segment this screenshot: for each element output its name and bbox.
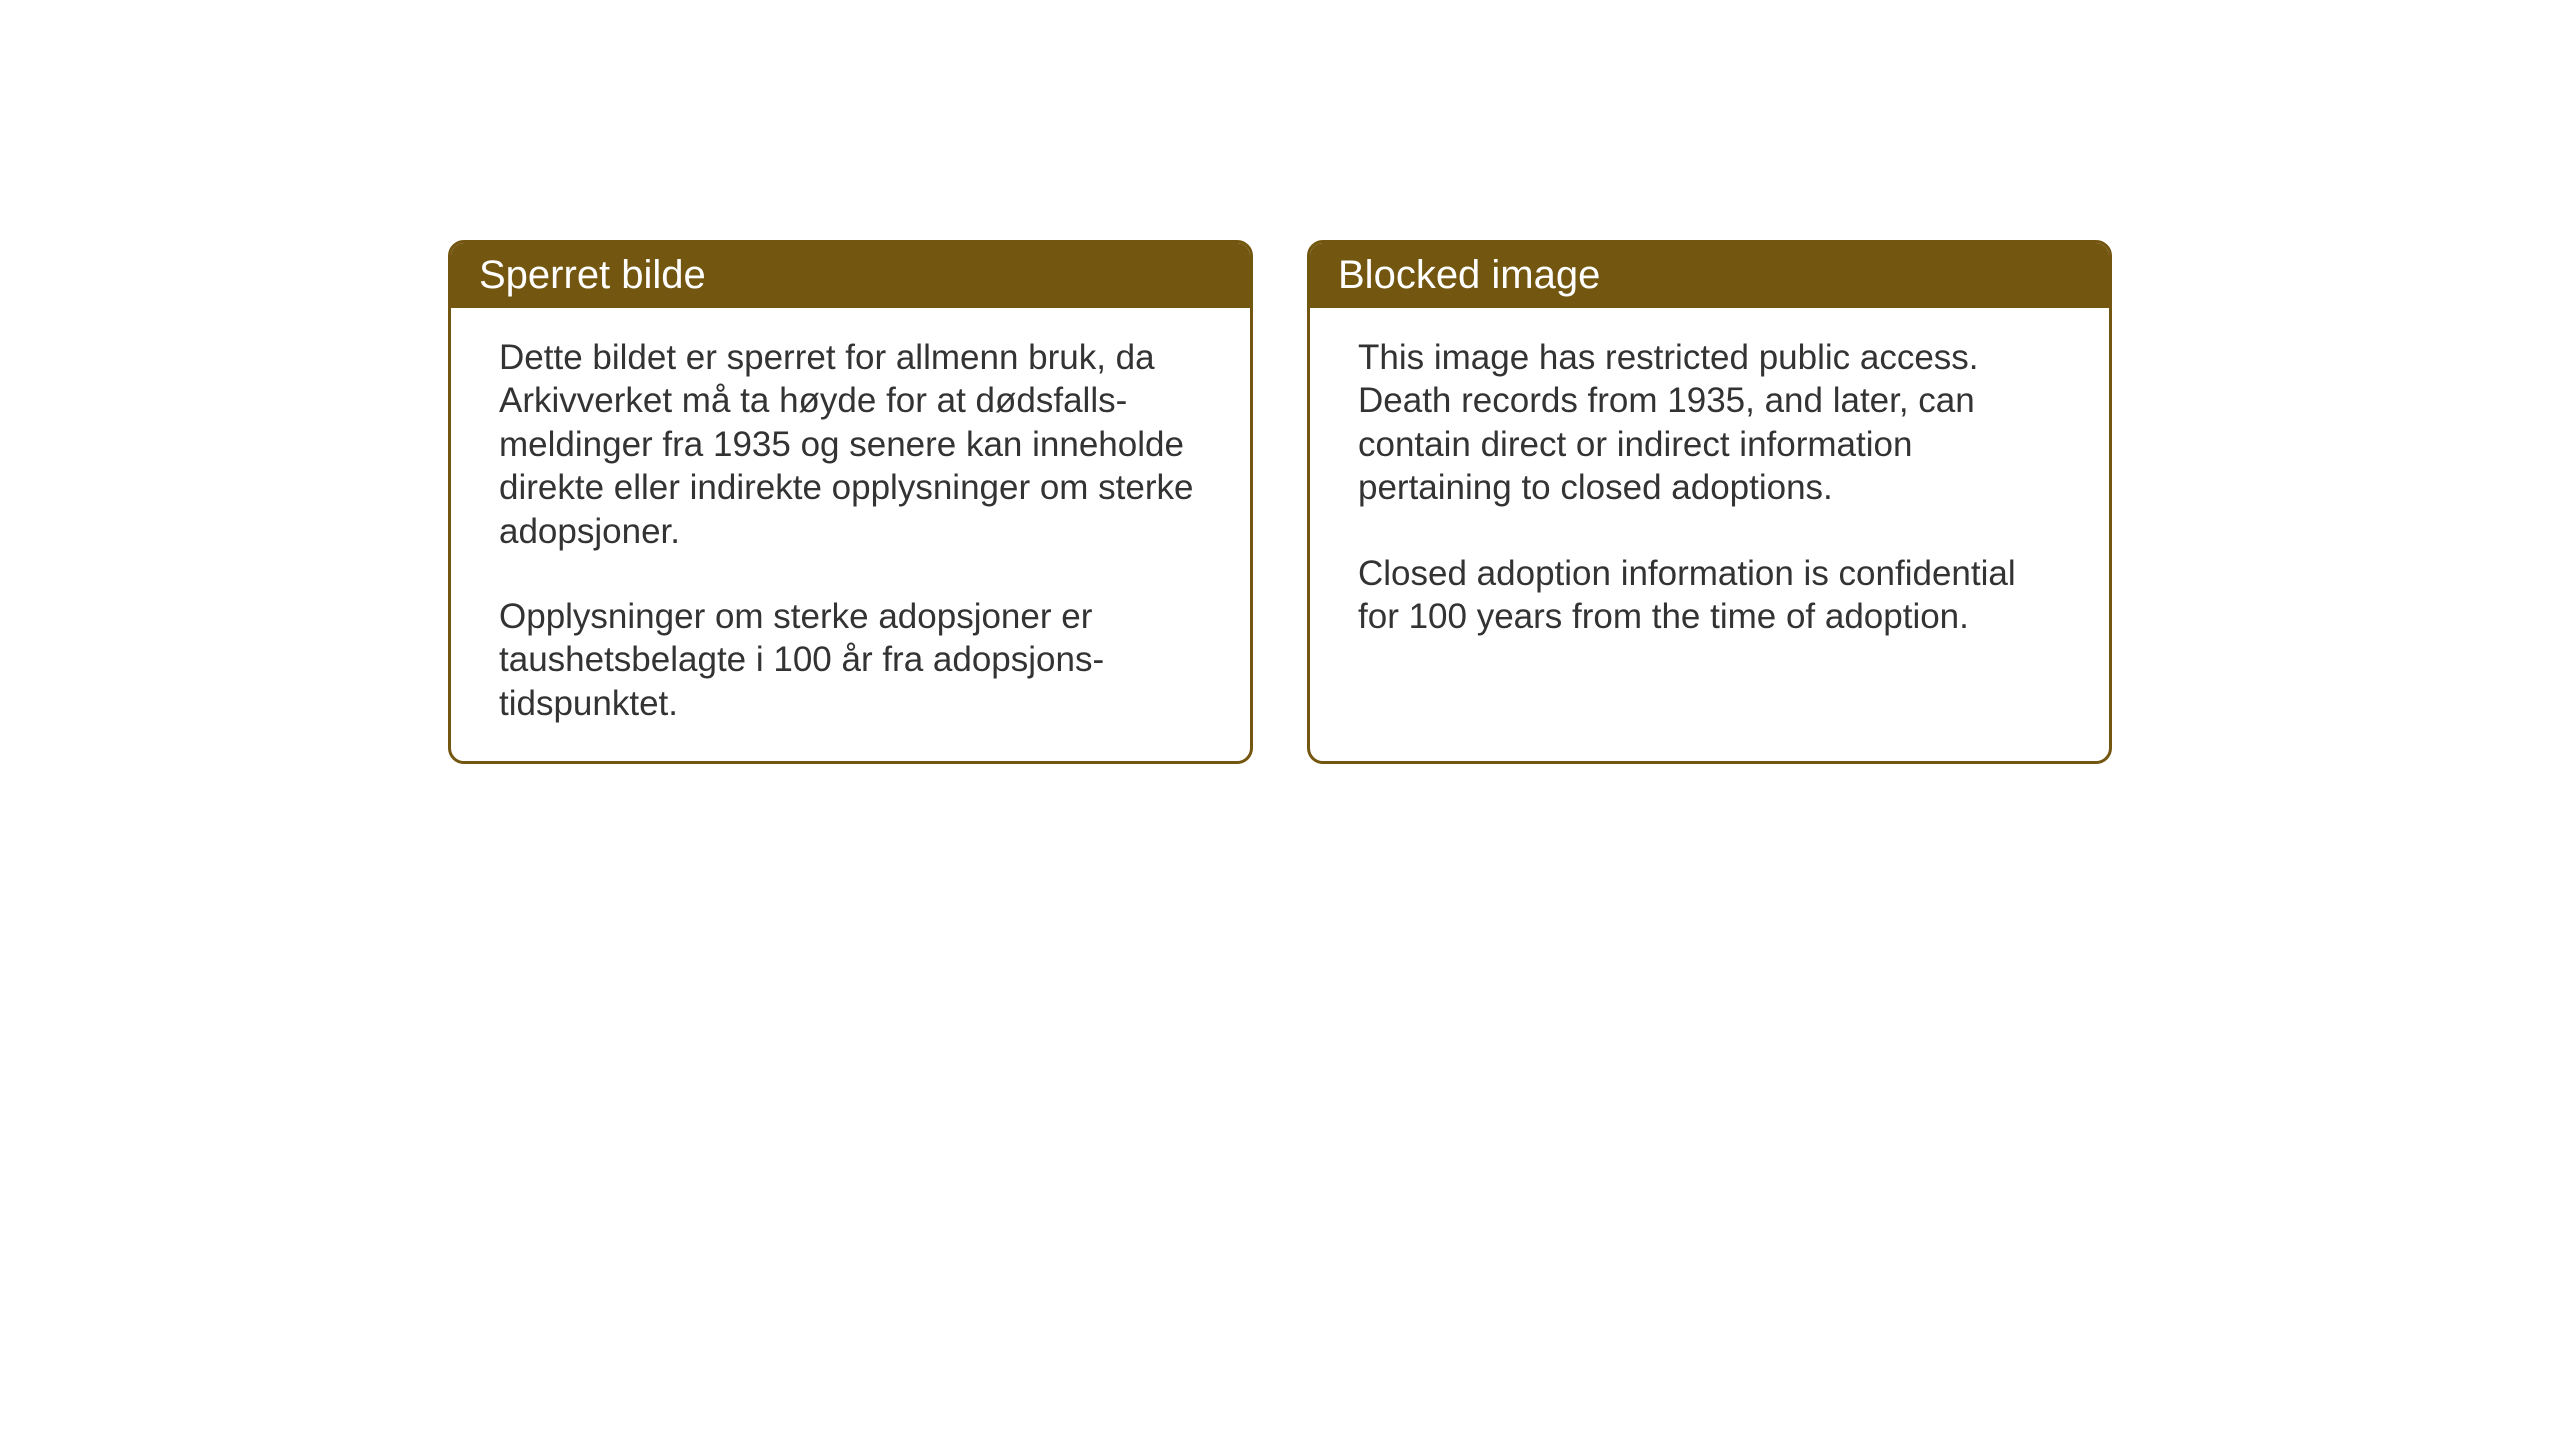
norwegian-paragraph-1: Dette bildet er sperret for allmenn bruk… xyxy=(499,336,1202,553)
english-paragraph-2: Closed adoption information is confident… xyxy=(1358,552,2061,639)
norwegian-card-title: Sperret bilde xyxy=(451,243,1250,308)
norwegian-paragraph-2: Opplysninger om sterke adopsjoner er tau… xyxy=(499,595,1202,725)
english-card-body: This image has restricted public access.… xyxy=(1310,308,2109,728)
english-notice-card: Blocked image This image has restricted … xyxy=(1307,240,2112,764)
norwegian-card-body: Dette bildet er sperret for allmenn bruk… xyxy=(451,308,1250,761)
norwegian-notice-card: Sperret bilde Dette bildet er sperret fo… xyxy=(448,240,1253,764)
english-paragraph-1: This image has restricted public access.… xyxy=(1358,336,2061,510)
notice-cards-container: Sperret bilde Dette bildet er sperret fo… xyxy=(448,240,2112,764)
english-card-title: Blocked image xyxy=(1310,243,2109,308)
